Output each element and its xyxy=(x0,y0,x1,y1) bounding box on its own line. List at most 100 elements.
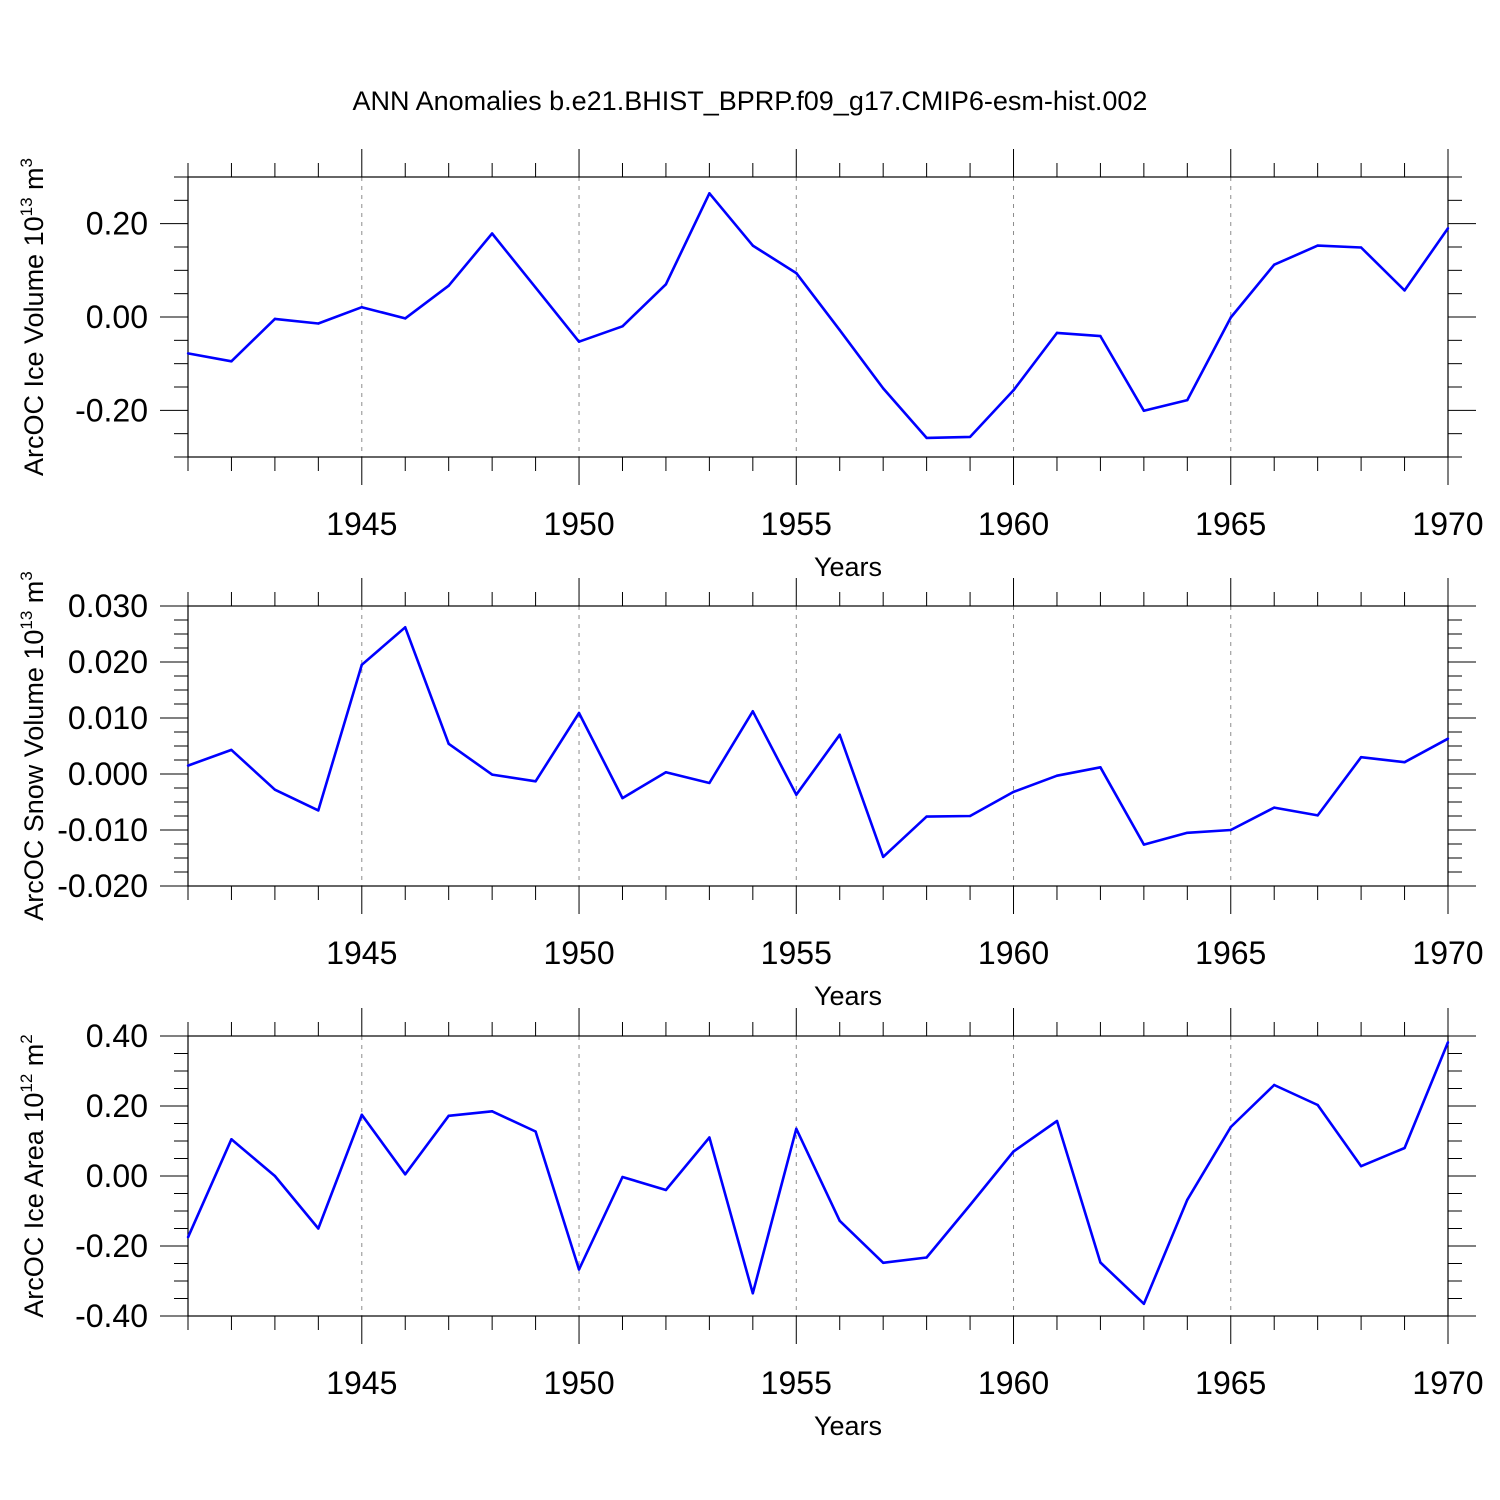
snow-volume-data-point xyxy=(925,815,928,818)
ice-volume-data-point xyxy=(1055,331,1059,335)
snow-volume-xtick-label: 1960 xyxy=(978,935,1049,971)
snow-volume-data-point xyxy=(186,764,190,767)
ice-area-xtick-label: 1965 xyxy=(1195,1365,1266,1401)
ice-area-data-point xyxy=(795,1127,798,1130)
snow-volume-data-point xyxy=(1142,843,1146,846)
snow-volume-data-point xyxy=(751,710,755,713)
ice-area-data-point xyxy=(881,1261,885,1265)
ice-volume-data-point xyxy=(925,436,928,440)
ice-volume-data-point xyxy=(1403,289,1406,292)
ice-volume-xtick-label: 1955 xyxy=(761,506,832,542)
ice-area-ytick-label: -0.20 xyxy=(75,1228,148,1264)
snow-volume-data-point xyxy=(577,711,581,715)
ice-volume-data-point xyxy=(708,192,711,195)
ice-volume-xtick-label: 1970 xyxy=(1412,506,1483,542)
snow-volume-series-line xyxy=(187,625,1449,859)
ice-area-data-point xyxy=(838,1219,841,1223)
panel-ice-area: -0.40 -0.20 0.00 0.20 0.40 1945 1950 1955 1960 19… xyxy=(17,1008,1484,1441)
ice-volume-data-point xyxy=(577,340,581,343)
ice-area-data-point xyxy=(1359,1165,1363,1168)
ice-volume-data-point xyxy=(1229,316,1232,319)
ice-volume-data-point xyxy=(968,435,972,439)
ice-volume-data-point xyxy=(751,244,755,247)
ice-area-data-point xyxy=(968,1203,972,1207)
ice-volume-frame xyxy=(187,176,1449,458)
ice-area-ytick-label: 0.20 xyxy=(86,1088,148,1124)
ice-area-ytick-label: 0.40 xyxy=(86,1018,148,1054)
ice-area-data-point xyxy=(360,1113,363,1116)
ice-area-xtick-label: 1945 xyxy=(326,1365,397,1401)
ice-volume-data-point xyxy=(447,284,450,287)
snow-volume-data-point xyxy=(1446,737,1450,740)
ice-area-data-point xyxy=(621,1175,624,1179)
panel-ice-volume: -0.20 0.00 0.20 1945 1950 1955 1960 1965 1970 Yea… xyxy=(17,149,1484,582)
snow-volume-data-point xyxy=(534,780,537,783)
ice-volume-data-point xyxy=(1186,398,1189,402)
snow-volume-data-point xyxy=(838,733,841,736)
ice-volume-data-point xyxy=(795,271,798,275)
snow-volume-frame xyxy=(187,605,1449,887)
snow-volume-data-point xyxy=(1055,774,1059,777)
ice-area-ytick-label: -0.40 xyxy=(75,1298,148,1334)
snow-volume-data-point xyxy=(1316,814,1319,817)
ice-area-data-point xyxy=(447,1114,450,1118)
snow-volume-data-point xyxy=(1186,831,1189,834)
ice-volume-data-point xyxy=(881,387,885,390)
figure-title: ANN Anomalies b.e21.BHIST_BPRP.f09_g17.C… xyxy=(353,86,1148,116)
snow-volume-data-point xyxy=(1229,828,1232,832)
ice-volume-ytick-label: 0.20 xyxy=(86,206,148,242)
snow-volume-xtick-label: 1950 xyxy=(543,935,614,971)
ice-volume-xtick-label: 1965 xyxy=(1195,506,1266,542)
ice-area-data-point xyxy=(317,1227,320,1230)
ice-volume-xtick-label: 1945 xyxy=(326,506,397,542)
ice-area-data-point xyxy=(1099,1261,1102,1264)
snow-volume-ytick-label: 0.010 xyxy=(68,700,148,736)
ice-area-data-point xyxy=(490,1110,494,1113)
snow-volume-data-point xyxy=(664,771,668,774)
ice-volume-ytick-label: -0.20 xyxy=(75,392,148,428)
snow-volume-ytick-label: 0.030 xyxy=(68,588,148,624)
ice-volume-data-point xyxy=(1359,246,1363,249)
ice-volume-data-point xyxy=(1316,244,1319,247)
ice-area-data-point xyxy=(1012,1150,1015,1153)
ice-area-ylabel: ArcOC Ice Area 1012 m2 xyxy=(17,1034,49,1318)
ice-area-data-point xyxy=(273,1174,277,1178)
snow-volume-data-point xyxy=(447,742,450,745)
ice-volume-data-point xyxy=(186,352,190,355)
ice-volume-xtick-label: 1960 xyxy=(978,506,1049,542)
ice-area-series-line xyxy=(186,1041,1450,1306)
ice-volume-data-point xyxy=(1273,263,1276,266)
ice-area-xtick-label: 1970 xyxy=(1412,1365,1483,1401)
ice-area-data-point xyxy=(1142,1302,1146,1305)
ice-area-data-point xyxy=(186,1236,190,1239)
snow-volume-data-point xyxy=(230,748,233,752)
ice-volume-data-point xyxy=(1099,334,1102,338)
ice-volume-xtick-label: 1950 xyxy=(543,506,614,542)
snow-volume-data-point xyxy=(795,793,798,796)
ice-volume-series-line xyxy=(187,192,1450,440)
snow-volume-data-point xyxy=(1012,790,1015,794)
snow-volume-data-point xyxy=(621,796,624,800)
ice-volume-data-point xyxy=(1012,389,1015,392)
snow-volume-data-point xyxy=(317,809,320,812)
ice-area-xtick-label: 1955 xyxy=(761,1365,832,1401)
ice-volume-data-point xyxy=(490,232,494,235)
snow-volume-data-point xyxy=(490,773,494,776)
ice-area-data-point xyxy=(404,1173,407,1176)
ice-area-data-point xyxy=(534,1130,537,1133)
snow-volume-ytick-label: -0.010 xyxy=(57,812,148,848)
snow-volume-xlabel: Years xyxy=(814,981,882,1011)
snow-volume-data-point xyxy=(273,788,277,791)
snow-volume-data-point xyxy=(1273,806,1276,809)
ice-volume-xlabel: Years xyxy=(814,552,882,582)
ice-volume-ytick-label: 0.00 xyxy=(86,299,148,335)
snow-volume-data-point xyxy=(708,781,711,785)
snow-volume-data-point xyxy=(1403,761,1406,764)
ice-area-data-point xyxy=(925,1256,928,1259)
ice-volume-data-point xyxy=(1446,227,1450,230)
ice-volume-data-point xyxy=(1142,409,1146,412)
ice-area-data-point xyxy=(1316,1103,1319,1107)
snow-volume-xtick-label: 1965 xyxy=(1195,935,1266,971)
snow-volume-xtick-label: 1945 xyxy=(326,935,397,971)
